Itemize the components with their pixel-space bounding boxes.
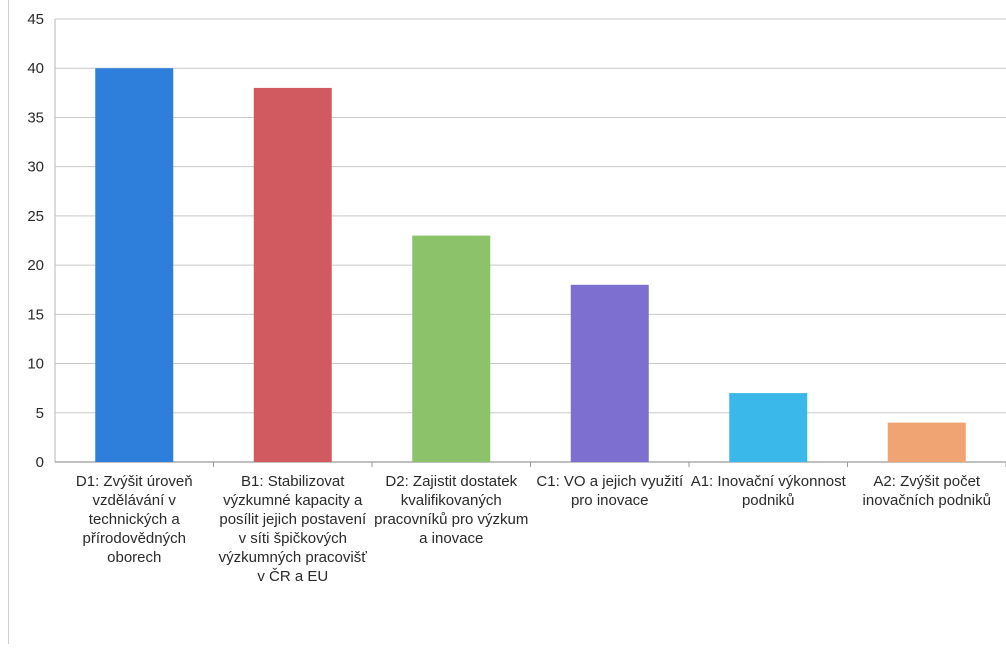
bar: [412, 235, 491, 462]
y-tick-label: 30: [27, 159, 44, 176]
y-tick-label: 35: [27, 109, 44, 126]
x-tick-label: B1: Stabilizovat výzkumné kapacity a pos…: [218, 473, 367, 585]
bar: [729, 393, 808, 462]
y-tick-label: 25: [27, 208, 44, 225]
image-frame-edge: [8, 0, 9, 644]
y-tick-label: 20: [27, 257, 44, 274]
bar: [570, 284, 649, 462]
y-tick-label: 15: [27, 306, 44, 323]
x-tick-label: D2: Zajistit dostatek kvalifikovaných pr…: [374, 473, 529, 547]
x-tick-label: A2: Zvýšit počet inovačních podniků: [862, 473, 991, 509]
y-tick-label: 5: [36, 405, 44, 422]
y-tick-label: 45: [27, 11, 44, 28]
bar: [887, 422, 966, 462]
x-tick-label: A1: Inovační výkonnost podniků: [690, 473, 846, 509]
y-tick-label: 0: [36, 454, 44, 471]
y-tick-label: 10: [27, 356, 44, 373]
bar: [95, 68, 174, 462]
x-tick-label: D1: Zvýšit úroveň vzdělávání v technický…: [75, 473, 193, 566]
y-tick-label: 40: [27, 60, 44, 77]
bar: [253, 87, 332, 463]
x-tick-label: C1: VO a jejich využití pro inovace: [536, 473, 684, 509]
